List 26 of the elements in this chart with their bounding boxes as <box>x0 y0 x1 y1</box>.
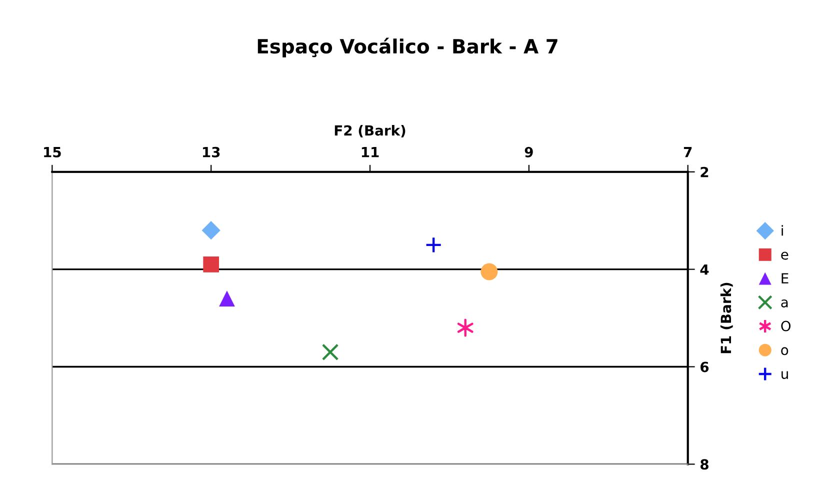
point <box>202 221 220 240</box>
point <box>425 236 442 254</box>
point <box>219 290 235 306</box>
x-axis-title: F2 (Bark) <box>334 124 406 138</box>
point <box>480 263 498 280</box>
x-tick-label: 15 <box>44 147 61 158</box>
legend-label: a <box>781 299 788 308</box>
legend-label: i <box>782 225 783 236</box>
y-tick-label: 2 <box>700 166 708 178</box>
point <box>203 256 220 272</box>
legend-label: E <box>782 273 788 284</box>
x-tick-label: 11 <box>362 147 379 158</box>
y-tick-label: 6 <box>700 362 709 372</box>
y-tick-label: 8 <box>700 459 708 470</box>
x-tick-label: 9 <box>524 146 533 158</box>
legend-label: o <box>781 347 788 356</box>
x-tick-label: 7 <box>684 147 692 158</box>
chart-title: Espaço Vocálico - Bark - A 7 <box>258 38 558 58</box>
point <box>457 318 474 337</box>
y-tick-label: 4 <box>700 264 709 275</box>
point <box>322 344 339 361</box>
legend-label: u <box>782 371 788 380</box>
y-axis-title: F1 (Bark) <box>720 282 733 354</box>
legend-label: O <box>781 320 791 332</box>
legend-label: e <box>781 252 788 260</box>
x-tick-label: 13 <box>202 146 220 158</box>
